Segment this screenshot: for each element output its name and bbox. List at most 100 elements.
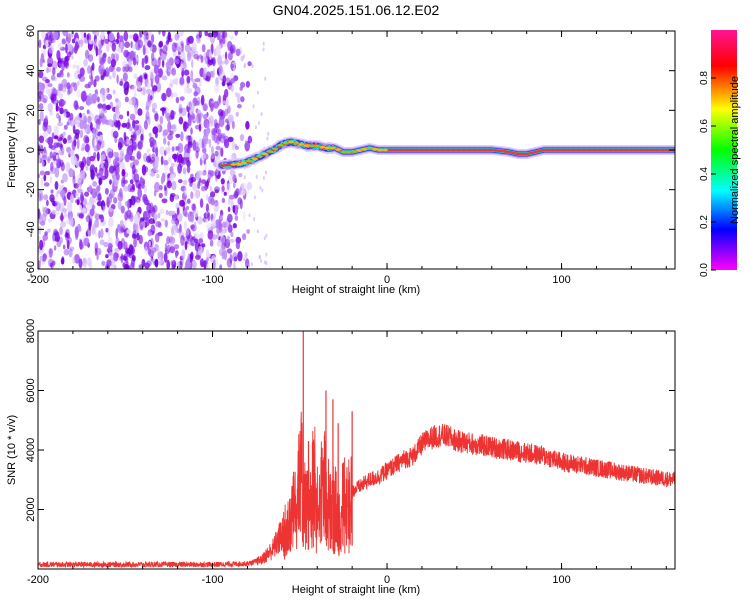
noise-blob <box>220 178 225 185</box>
noise-blob <box>255 174 258 179</box>
noise-blob <box>233 181 236 189</box>
noise-blob <box>220 236 226 244</box>
noise-blob <box>55 154 59 160</box>
noise-blob <box>94 75 100 82</box>
noise-blob <box>123 241 128 250</box>
noise-blob <box>158 31 161 35</box>
noise-blob <box>72 175 76 185</box>
noise-blob <box>191 42 197 52</box>
noise-blob <box>110 58 116 68</box>
noise-blob <box>166 35 171 43</box>
noise-blob <box>193 210 199 218</box>
noise-blob <box>55 201 61 212</box>
noise-blob <box>188 115 192 127</box>
signal-core <box>665 148 671 152</box>
noise-blob <box>51 60 58 70</box>
signal-core <box>235 162 242 166</box>
noise-blob <box>49 176 52 183</box>
snr-xlabel: Height of straight line (km) <box>292 584 420 596</box>
noise-blob <box>74 41 79 51</box>
noise-blob <box>113 165 116 172</box>
noise-blob <box>157 212 161 219</box>
noise-blob <box>169 83 174 88</box>
noise-blob <box>148 132 152 137</box>
noise-blob <box>214 186 220 193</box>
noise-blob <box>130 41 133 49</box>
noise-blob <box>185 228 191 240</box>
noise-blob <box>257 121 260 126</box>
y-tick-label: 2000 <box>25 497 37 521</box>
noise-blob <box>76 64 80 74</box>
noise-blob <box>95 119 99 130</box>
noise-blob <box>140 133 144 141</box>
noise-blob <box>50 74 56 81</box>
colorbar: 0.0 0.2 0.4 0.6 0.8 Normalized spectral ampl… <box>699 30 741 277</box>
signal-core <box>508 151 514 154</box>
spectrogram-ylabel: Frequency (Hz) <box>6 112 18 188</box>
noise-blob <box>173 244 180 250</box>
noise-blob <box>224 51 228 60</box>
noise-blob <box>213 201 220 213</box>
noise-blob <box>133 173 140 183</box>
noise-blob <box>235 241 241 250</box>
noise-blob <box>176 46 182 52</box>
noise-blob <box>143 196 149 206</box>
noise-blob <box>128 150 133 157</box>
noise-blob <box>163 252 168 263</box>
noise-blob <box>233 190 239 198</box>
noise-blob <box>230 84 235 92</box>
noise-blob <box>160 107 166 112</box>
noise-blob <box>38 225 42 235</box>
noise-blob <box>43 194 49 201</box>
signal-core <box>565 148 572 152</box>
noise-blob <box>61 85 67 93</box>
signal-core <box>403 148 410 152</box>
noise-blob <box>68 248 73 258</box>
noise-blob <box>175 96 180 104</box>
y-tick-label: -60 <box>25 261 37 277</box>
noise-blob <box>222 75 227 84</box>
noise-blob <box>154 181 160 193</box>
noise-blob <box>177 50 181 56</box>
chart-title: GN04.2025.151.06.12.E02 <box>273 2 440 18</box>
noise-blob <box>101 260 106 266</box>
noise-blob <box>62 31 69 37</box>
noise-blob <box>77 73 82 79</box>
noise-blob <box>107 242 113 253</box>
noise-blob <box>157 57 161 68</box>
noise-blob <box>207 171 212 180</box>
noise-blob <box>234 215 239 222</box>
signal-core <box>251 157 258 160</box>
signal-core <box>356 149 363 152</box>
noise-blob <box>53 230 60 237</box>
signal-core <box>335 148 342 151</box>
noise-blob <box>227 197 231 205</box>
noise-blob <box>226 235 231 243</box>
noise-blob <box>154 113 159 122</box>
noise-blob <box>67 43 73 52</box>
signal-core <box>309 144 315 148</box>
noise-blob <box>77 121 81 128</box>
noise-blob <box>104 187 109 195</box>
noise-blob <box>161 92 167 102</box>
noise-blob <box>211 128 217 136</box>
noise-blob <box>191 102 195 113</box>
noise-blob <box>85 215 92 223</box>
noise-blob <box>187 101 191 108</box>
noise-blob <box>172 210 176 215</box>
noise-blob <box>184 186 187 196</box>
signal-core <box>261 152 268 156</box>
noise-blob <box>213 101 219 109</box>
noise-blob <box>197 245 203 256</box>
noise-blob <box>76 199 80 206</box>
noise-blob <box>54 193 58 204</box>
noise-blob <box>256 229 259 234</box>
noise-blob <box>119 41 123 49</box>
noise-blob <box>183 221 187 230</box>
noise-blob <box>94 166 98 174</box>
noise-blob <box>195 254 201 260</box>
noise-blob <box>49 110 53 116</box>
noise-blob <box>147 231 152 237</box>
noise-blob <box>149 69 155 79</box>
noise-blob <box>237 251 243 262</box>
